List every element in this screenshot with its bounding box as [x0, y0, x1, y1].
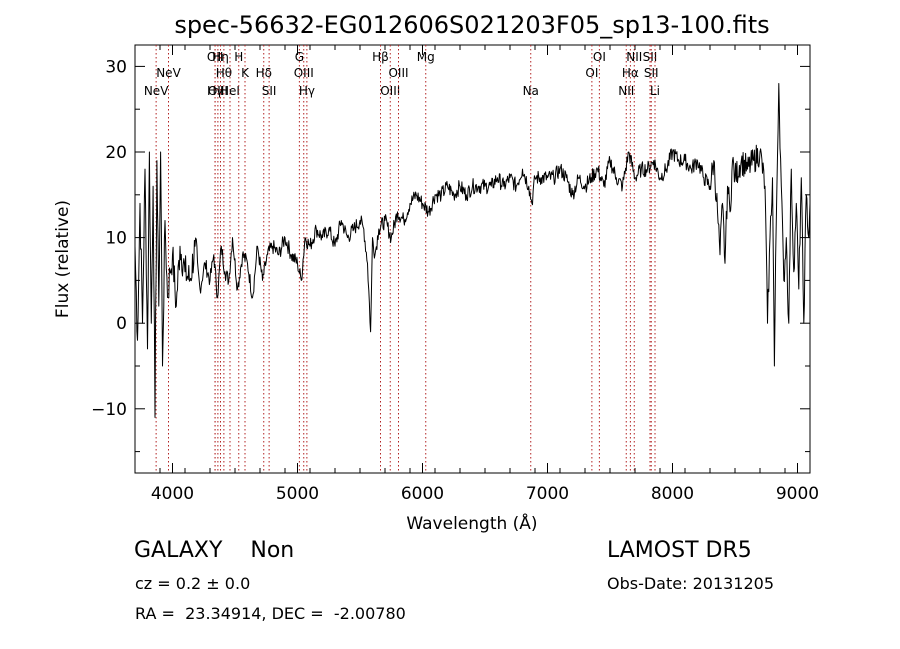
y-tick-label: 30	[105, 57, 127, 77]
x-tick-label: 4000	[151, 484, 194, 504]
line-marker-label: Hγ	[299, 84, 315, 98]
line-marker-label: NeV	[144, 84, 169, 98]
x-tick-label: 6000	[401, 484, 444, 504]
line-marker-label: OIII	[294, 66, 314, 80]
line-marker-label: NeV	[156, 66, 181, 80]
redshift-line: cz = 0.2 ± 0.0	[135, 574, 251, 593]
line-marker-label: NII	[626, 50, 642, 64]
x-tick-label: 8000	[651, 484, 694, 504]
line-marker-label: NII	[618, 84, 634, 98]
line-marker-label: Hη	[212, 50, 229, 64]
coordinates-line: RA = 23.34914, DEC = -2.00780	[135, 604, 406, 623]
line-marker-label: HeI	[220, 84, 240, 98]
line-marker-label: OIII	[208, 84, 228, 98]
line-marker-label: Hβ	[372, 50, 389, 64]
line-marker-label: SII	[643, 50, 658, 64]
y-tick-label: −10	[91, 400, 127, 420]
line-marker-label: Hα	[622, 66, 639, 80]
line-marker-label: Na	[523, 84, 539, 98]
plot-frame	[134, 44, 811, 474]
spectrum-line	[134, 83, 811, 418]
line-marker-label: Hγ	[207, 84, 223, 98]
x-axis-label: Wavelength (Å)	[406, 512, 537, 534]
line-marker-label: G	[295, 50, 304, 64]
line-marker-label: OII	[207, 50, 224, 64]
survey-label: LAMOST DR5	[607, 538, 752, 563]
axis-ticks: 4000 5000 6000 7000 8000 9000 −10 0 10 20 30	[91, 45, 819, 504]
x-tick-label: 5000	[276, 484, 319, 504]
observation-date: Obs-Date: 20131205	[607, 574, 775, 593]
y-tick-label: 0	[116, 314, 127, 334]
line-marker-label: Hδ	[256, 66, 272, 80]
line-marker-label: OI	[585, 66, 598, 80]
y-tick-label: 20	[105, 143, 127, 163]
object-class: GALAXY Non	[134, 538, 295, 563]
line-marker-label: Li	[650, 84, 660, 98]
line-marker-label: OI	[593, 50, 606, 64]
x-tick-label: 9000	[776, 484, 819, 504]
y-tick-label: 10	[105, 229, 127, 249]
line-marker-label: Mg	[417, 50, 435, 64]
line-marker-label: OIII	[380, 84, 400, 98]
line-marker-label: SII	[262, 84, 277, 98]
line-marker-label: SII	[644, 66, 659, 80]
y-axis-label: Flux (relative)	[53, 200, 73, 318]
chart-title: spec-56632-EG012606S021203F05_sp13-100.f…	[174, 11, 769, 39]
spectrum-series	[134, 83, 811, 418]
x-tick-label: 7000	[526, 484, 569, 504]
line-marker-label: H	[234, 50, 243, 64]
line-marker-label: Hθ	[216, 66, 232, 80]
line-marker-label: OIII	[388, 66, 408, 80]
line-marker-label: K	[241, 66, 250, 80]
